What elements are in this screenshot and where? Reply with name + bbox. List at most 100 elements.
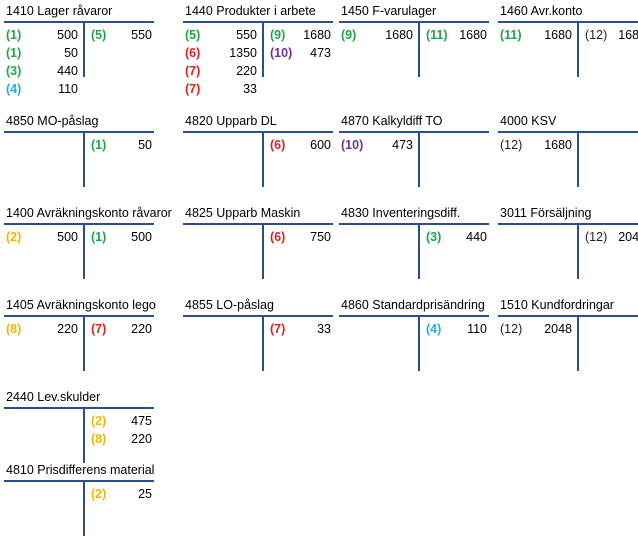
account-title: 1400 Avräkningskonto råvaror xyxy=(6,206,172,220)
account-top-line xyxy=(183,315,333,317)
entry-amount: 25 xyxy=(138,487,152,501)
credit-side: (3) 440 xyxy=(423,228,489,246)
entry-amount: 1350 xyxy=(229,46,257,60)
t-account: 3011 Försäljning (12) 2048 xyxy=(498,206,638,296)
t-account: 1440 Produkter i arbete (5) 550 (6) 1350 (7) 2… xyxy=(183,4,333,96)
entry-ref: (5) xyxy=(91,28,107,42)
t-account: 4810 Prisdifferens material (2) 25 xyxy=(4,463,154,553)
entry-row: (6) 750 xyxy=(267,228,333,246)
entry-amount: 500 xyxy=(57,28,78,42)
entry-amount: 220 xyxy=(131,432,152,446)
credit-side: (1) 500 xyxy=(88,228,154,246)
entry-row: (3) 440 xyxy=(423,228,489,246)
entry-row: (12) 2048 xyxy=(498,320,574,338)
entry-ref: (7) xyxy=(185,82,201,96)
credit-side: (4) 110 xyxy=(423,320,489,338)
account-top-line xyxy=(183,223,333,225)
account-title: 4870 Kalkyldiff TO xyxy=(341,114,443,128)
entry-row: (1) 50 xyxy=(4,44,80,62)
account-title: 1460 Avr.konto xyxy=(500,4,583,18)
entry-ref: (6) xyxy=(185,46,201,60)
entry-ref: (4) xyxy=(6,82,22,96)
entry-amount: 50 xyxy=(64,46,78,60)
entry-ref: (11) xyxy=(426,28,448,42)
entry-amount: 550 xyxy=(131,28,152,42)
debit-side: (10) 473 xyxy=(339,136,415,154)
entry-row: (5) 550 xyxy=(88,26,154,44)
credit-side: (1) 50 xyxy=(88,136,154,154)
account-top-line xyxy=(498,223,638,225)
account-divider-line xyxy=(418,315,420,371)
entry-row: (12) 2048 xyxy=(582,228,638,246)
entry-ref: (10) xyxy=(341,138,364,152)
account-top-line xyxy=(4,223,154,225)
account-divider-line xyxy=(83,21,85,77)
credit-side: (5) 550 xyxy=(88,26,154,44)
entry-amount: 110 xyxy=(467,322,487,336)
entry-amount: 2048 xyxy=(618,230,638,244)
entry-ref: (12) xyxy=(500,322,523,336)
t-account: 1405 Avräkningskonto lego (8) 220 (7) 220 xyxy=(4,298,156,388)
t-account: 4860 Standardprisändring (4) 110 xyxy=(339,298,489,388)
entry-ref: (7) xyxy=(185,64,201,78)
account-title: 1410 Lager råvaror xyxy=(6,4,113,18)
account-top-line xyxy=(4,315,154,317)
t-account: 1510 Kundfordringar (12) 2048 xyxy=(498,298,638,388)
entry-row: (1) 500 xyxy=(88,228,154,246)
entry-row: (9) 1680 xyxy=(267,26,333,44)
entry-amount: 220 xyxy=(131,322,152,336)
entry-ref: (9) xyxy=(341,28,357,42)
debit-side: (12) 2048 xyxy=(498,320,574,338)
account-top-line xyxy=(498,21,638,23)
entry-row: (12) 1680 xyxy=(498,136,574,154)
account-divider-line xyxy=(418,223,420,279)
credit-side: (9) 1680 (10) 473 xyxy=(267,26,333,62)
t-account: 4830 Inventeringsdiff. (3) 440 xyxy=(339,206,489,296)
account-divider-line xyxy=(577,223,579,279)
entry-amount: 473 xyxy=(392,138,413,152)
account-title: 4000 KSV xyxy=(500,114,557,128)
account-top-line xyxy=(339,223,489,225)
entry-row: (7) 220 xyxy=(183,62,259,80)
entry-amount: 440 xyxy=(57,64,78,78)
account-title: 1450 F-varulager xyxy=(341,4,437,18)
entry-ref: (8) xyxy=(6,322,22,336)
entry-row: (4) 110 xyxy=(4,80,80,98)
account-title: 4850 MO-påslag xyxy=(6,114,99,128)
entry-ref: (2) xyxy=(91,414,107,428)
entry-amount: 500 xyxy=(57,230,78,244)
account-title: 2440 Lev.skulder xyxy=(6,390,101,404)
credit-side: (6) 600 xyxy=(267,136,333,154)
debit-side: (11) 1680 xyxy=(498,26,574,44)
entry-amount: 1680 xyxy=(544,138,572,152)
entry-amount: 33 xyxy=(317,322,331,336)
entry-ref: (1) xyxy=(91,230,107,244)
entry-amount: 1680 xyxy=(459,28,487,42)
t-account: 1450 F-varulager (9) 1680 (11) 1680 xyxy=(339,4,489,94)
t-account: 4850 MO-påslag (1) 50 xyxy=(4,114,154,204)
t-account: 4000 KSV (12) 1680 xyxy=(498,114,638,204)
entry-ref: (3) xyxy=(426,230,442,244)
entry-row: (2) 500 xyxy=(4,228,80,246)
debit-side: (12) 1680 xyxy=(498,136,574,154)
account-divider-line xyxy=(262,21,264,77)
credit-side: (2) 475 (8) 220 xyxy=(88,412,154,448)
entry-amount: 1680 xyxy=(544,28,572,42)
account-top-line xyxy=(183,21,333,23)
entry-amount: 50 xyxy=(138,138,152,152)
t-account: 1400 Avräkningskonto råvaror (2) 500 (1) 500 xyxy=(4,206,172,296)
credit-side: (2) 25 xyxy=(88,485,154,503)
account-title: 4825 Upparb Maskin xyxy=(185,206,301,220)
entry-ref: (5) xyxy=(185,28,201,42)
credit-side: (7) 220 xyxy=(88,320,154,338)
entry-row: (7) 33 xyxy=(267,320,333,338)
account-divider-line xyxy=(83,223,85,279)
t-account: 1460 Avr.konto (11) 1680 (12) 1680 xyxy=(498,4,638,94)
account-title: 4830 Inventeringsdiff. xyxy=(341,206,461,220)
entry-amount: 110 xyxy=(58,82,78,96)
account-divider-line xyxy=(418,131,420,187)
entry-amount: 220 xyxy=(57,322,78,336)
credit-side: (12) 2048 xyxy=(582,228,638,246)
credit-side: (12) 1680 xyxy=(582,26,638,44)
account-title: 1440 Produkter i arbete xyxy=(185,4,316,18)
